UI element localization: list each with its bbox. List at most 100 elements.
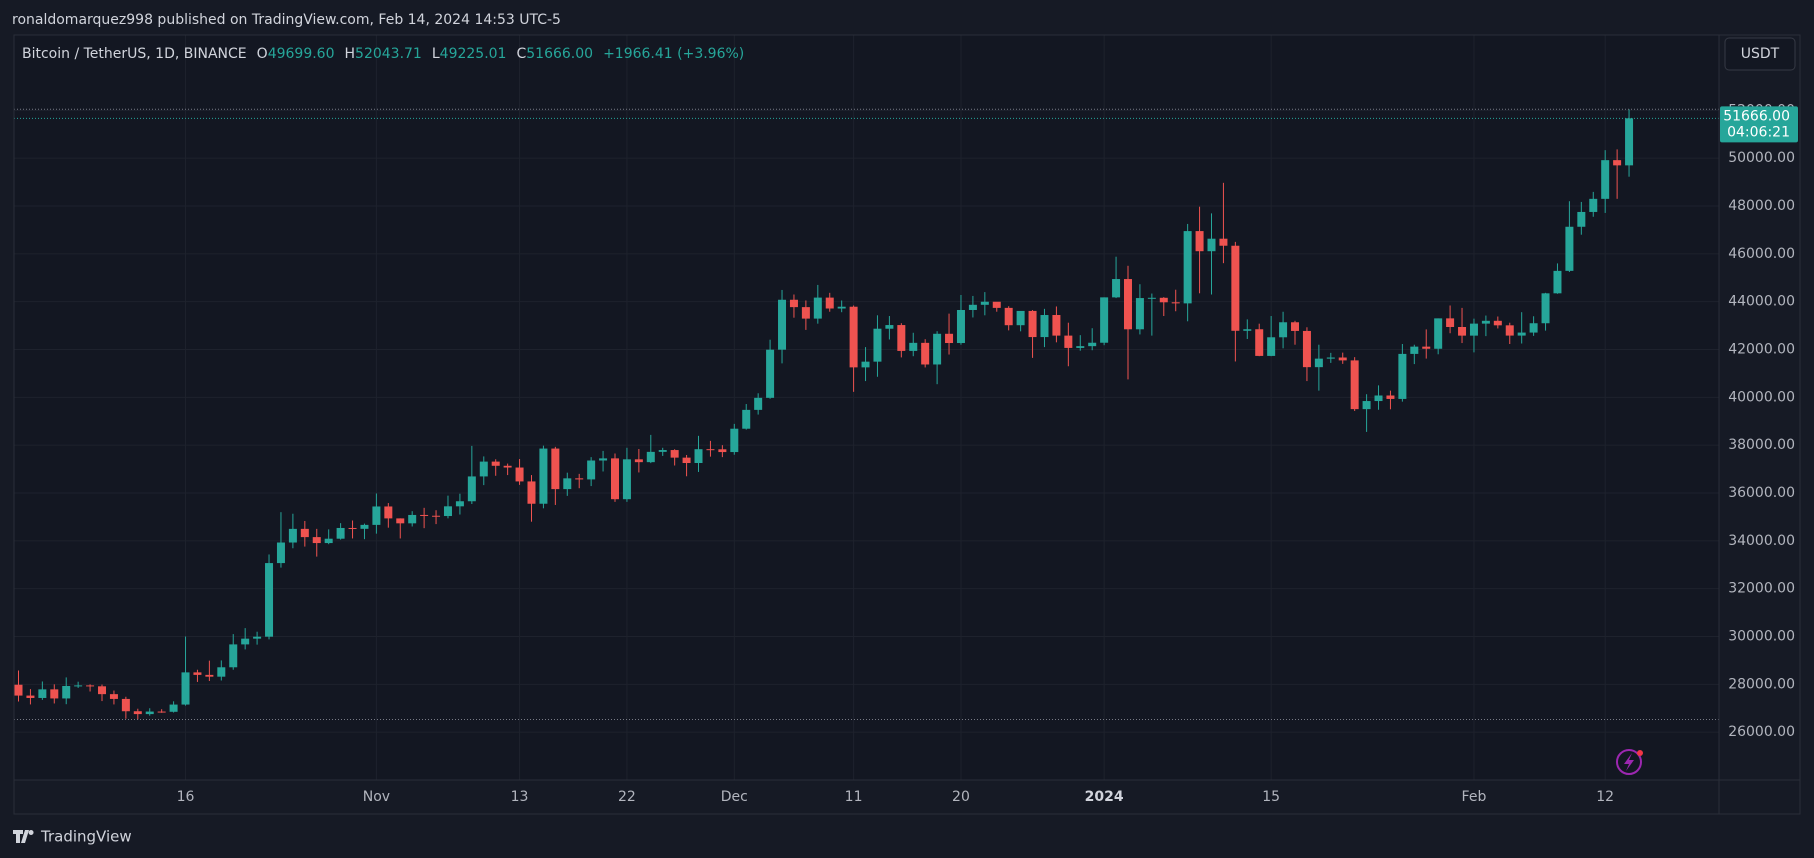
- candle-body: [599, 458, 608, 461]
- candle-body: [1171, 302, 1180, 304]
- candle-body: [503, 465, 512, 468]
- candle-body: [1386, 395, 1395, 399]
- candle-body: [98, 686, 107, 695]
- y-tick-label: 28000.00: [1728, 676, 1795, 692]
- grid: [14, 35, 1719, 780]
- candle-body: [730, 428, 739, 453]
- candle-body: [86, 685, 95, 687]
- candle-body: [1493, 320, 1502, 326]
- legend-key: O: [257, 46, 268, 62]
- x-tick-label: Nov: [363, 789, 390, 805]
- candle-body: [611, 458, 619, 500]
- countdown-label: 04:06:21: [1727, 124, 1790, 140]
- candle-body: [62, 686, 71, 699]
- y-tick-label: 30000.00: [1728, 629, 1795, 645]
- candle-body: [837, 306, 846, 309]
- currency-button[interactable]: [1724, 37, 1796, 71]
- candle-body: [217, 667, 226, 677]
- candle-body: [50, 689, 59, 699]
- y-tick-label: 26000.00: [1728, 724, 1795, 740]
- candle-body: [121, 698, 130, 712]
- candle-body: [1016, 310, 1025, 326]
- candle-body: [408, 514, 417, 524]
- candle-body: [1517, 332, 1526, 336]
- candle-body: [443, 506, 452, 517]
- x-tick-label: 15: [1262, 789, 1280, 805]
- candle-body: [1064, 335, 1073, 348]
- legend-key: L: [432, 46, 440, 62]
- candle-body: [1028, 310, 1037, 338]
- candles: [14, 108, 1719, 720]
- candle-body: [276, 542, 285, 564]
- candle-body: [1112, 279, 1121, 298]
- candle-body: [563, 478, 572, 490]
- y-tick-label: 46000.00: [1728, 246, 1795, 262]
- candle-body: [909, 342, 918, 351]
- candle-body: [682, 457, 691, 464]
- candle-body: [1446, 318, 1455, 327]
- icon-ring: [1616, 749, 1642, 775]
- candle-body: [980, 301, 989, 305]
- candle-body: [766, 349, 775, 398]
- candle-body: [1207, 238, 1216, 252]
- legend-symbol: Bitcoin / TetherUS, 1D, BINANCE: [22, 46, 247, 62]
- candle-body: [527, 481, 536, 504]
- candle-body: [1243, 329, 1252, 331]
- candle-body: [968, 304, 977, 310]
- candle-body: [1481, 320, 1490, 324]
- candle-body: [754, 397, 763, 410]
- candle-body: [1565, 226, 1574, 271]
- candle-body: [1434, 318, 1443, 349]
- candle-body: [1255, 329, 1264, 356]
- candle-body: [956, 309, 965, 344]
- candle-body: [169, 704, 178, 712]
- candle-body: [1004, 307, 1013, 326]
- candle-body: [145, 711, 154, 715]
- candle-body: [921, 342, 930, 365]
- candle-body: [885, 325, 894, 329]
- x-tick-label: Dec: [721, 789, 748, 805]
- x-tick-label: 22: [618, 789, 636, 805]
- y-tick-label: 34000.00: [1728, 533, 1795, 549]
- candle-body: [324, 538, 333, 544]
- lightning-icon[interactable]: [1616, 749, 1643, 775]
- candle-body: [14, 684, 23, 696]
- candle-body: [1267, 337, 1276, 356]
- currency-label: USDT: [1741, 46, 1780, 62]
- candle-body: [873, 328, 882, 362]
- candle-body: [253, 636, 262, 639]
- candle-body: [694, 449, 703, 464]
- candle-body: [300, 528, 309, 538]
- brand: TradingView: [13, 828, 132, 846]
- candle-body: [109, 694, 118, 699]
- candle-body: [1195, 231, 1204, 252]
- candle-body: [742, 409, 751, 429]
- published-note: ronaldomarquez998 published on TradingVi…: [12, 12, 561, 28]
- candle-body: [1040, 315, 1049, 338]
- candle-body: [1291, 322, 1300, 331]
- candle-body: [1088, 342, 1097, 347]
- candle-body: [1541, 293, 1550, 324]
- candle-body: [1374, 395, 1383, 402]
- candle-body: [348, 527, 357, 529]
- candle-body: [1279, 322, 1288, 338]
- candle-body: [1135, 298, 1144, 330]
- candle-body: [1326, 357, 1335, 359]
- x-tick-label: 20: [952, 789, 970, 805]
- y-tick-label: 48000.00: [1728, 198, 1795, 214]
- icon-bolt: [1624, 753, 1634, 771]
- pane-border: [13, 34, 1801, 815]
- x-tick-label: 2024: [1085, 789, 1124, 805]
- candle-body: [861, 361, 870, 368]
- candle-body: [396, 518, 405, 524]
- candle-body: [336, 527, 345, 539]
- candle-body: [1338, 357, 1347, 361]
- candle-body: [1601, 160, 1610, 199]
- candle-body: [420, 514, 429, 516]
- y-tick-label: 40000.00: [1728, 389, 1795, 405]
- candle-body: [455, 501, 464, 507]
- legend-key: C: [516, 46, 526, 62]
- legend-change: +1966.41 (+3.96%): [603, 46, 744, 62]
- candle-body: [1314, 358, 1323, 368]
